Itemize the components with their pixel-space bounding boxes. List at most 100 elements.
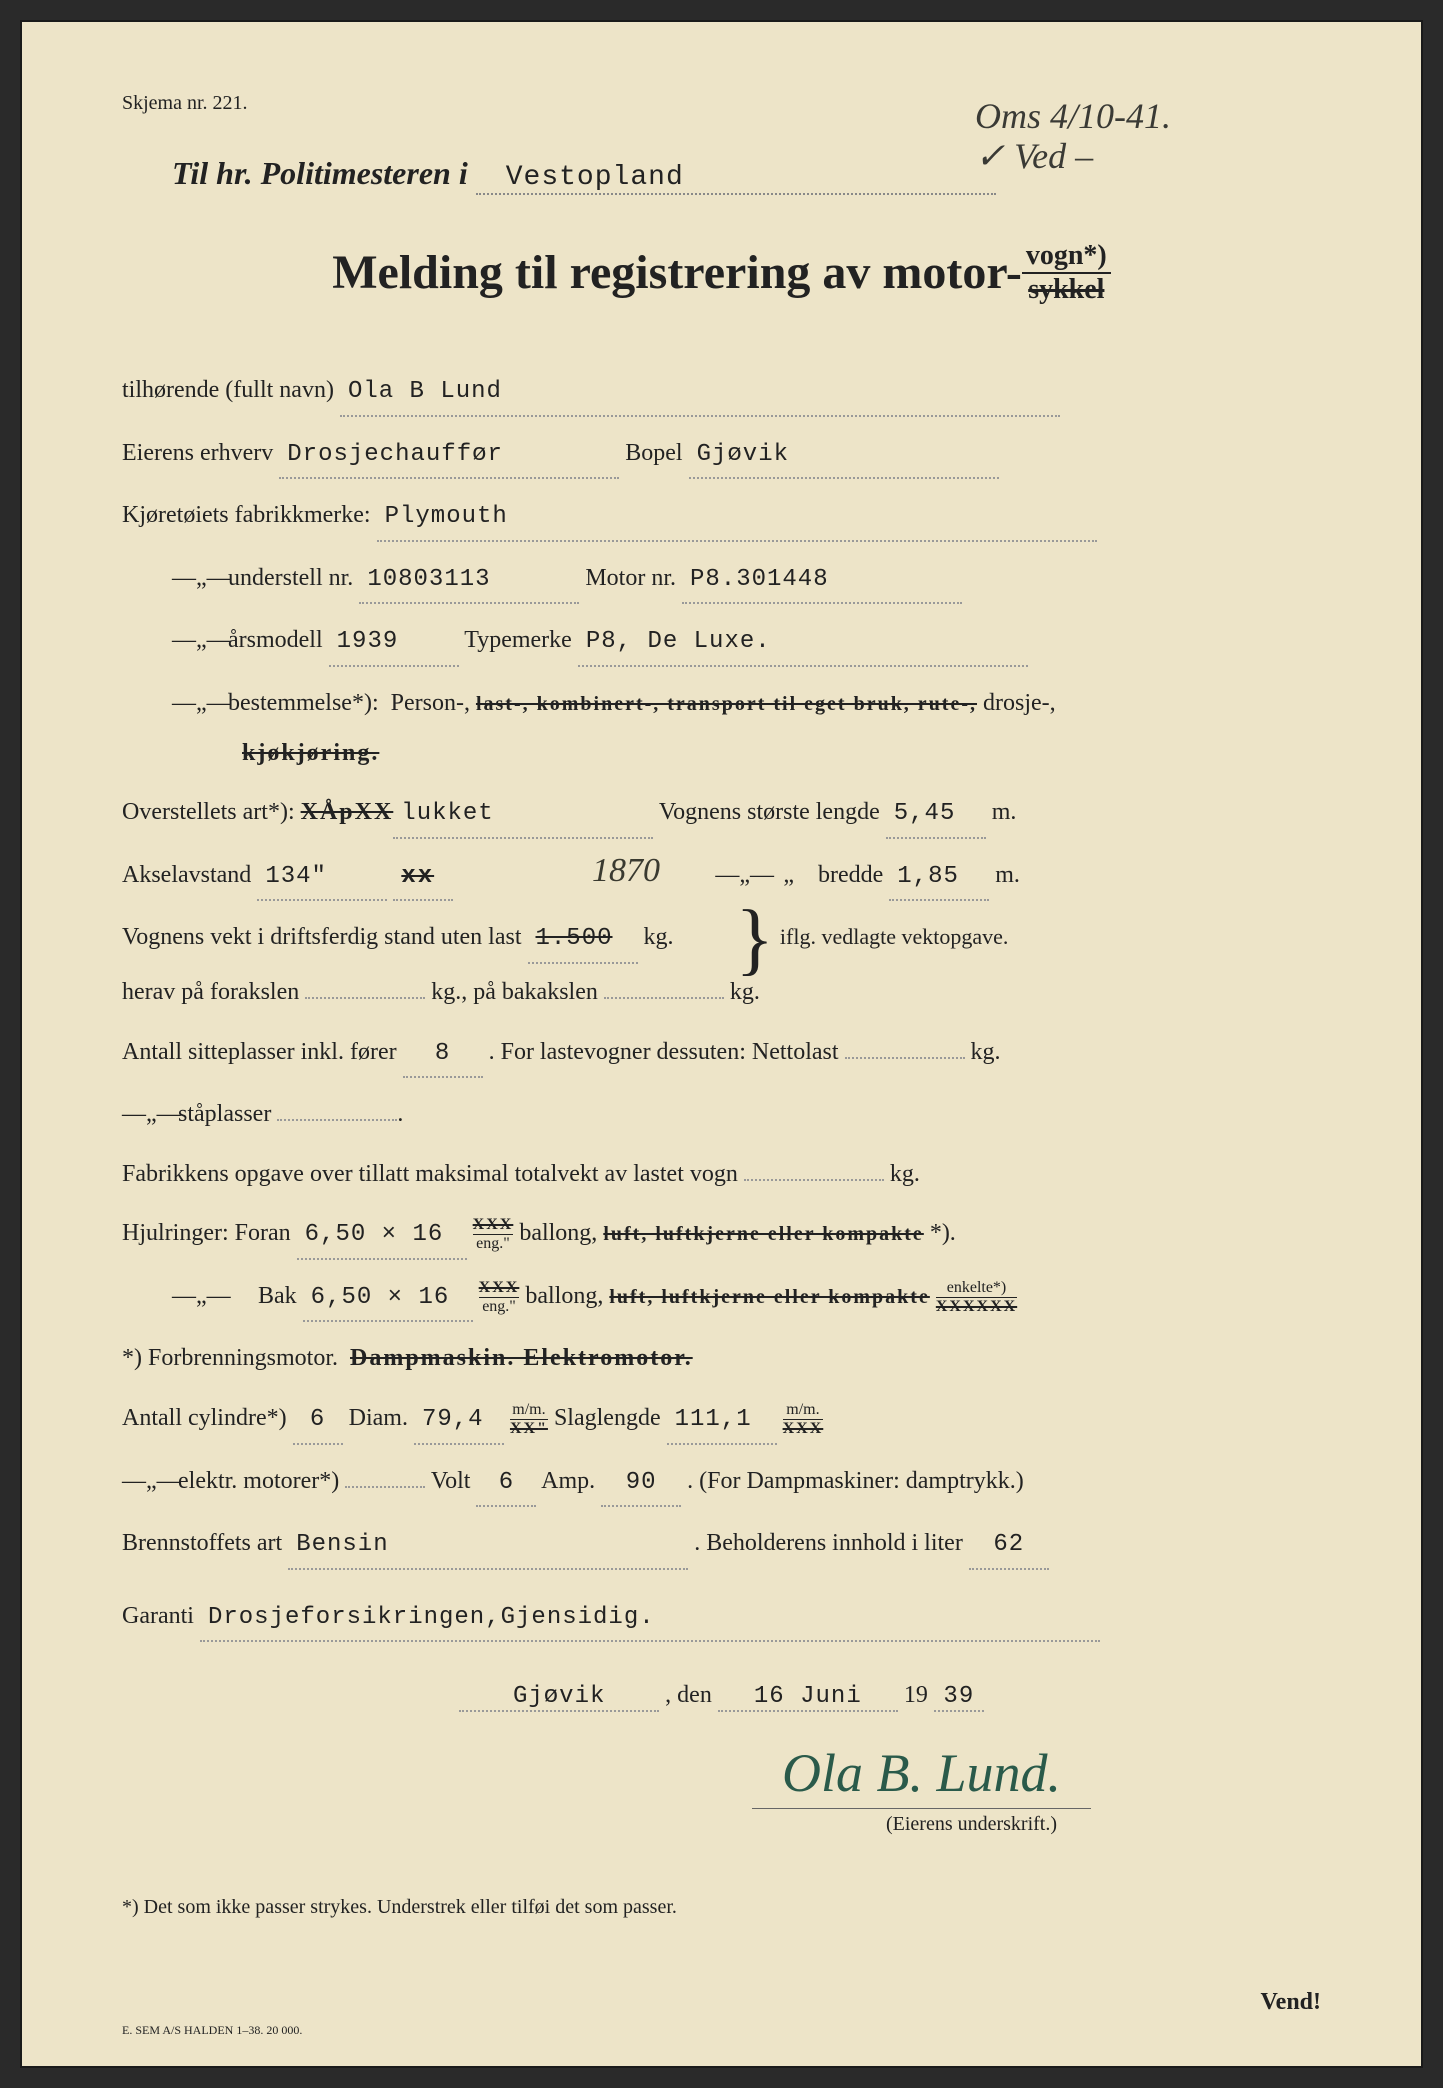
signature-caption: (Eierens underskrift.)	[622, 1813, 1321, 1836]
vend-label: Vend!	[1261, 1989, 1321, 2016]
elec-rest: . (For Dampmaskiner: damptrykk.)	[687, 1468, 1024, 1494]
footnote: *) Det som ikke passer strykes. Understr…	[122, 1896, 1321, 1919]
ditto-mark: —„—	[122, 1459, 172, 1505]
stroke-label: Slaglengde	[554, 1405, 661, 1431]
length-label: Vognens største lengde	[659, 799, 880, 825]
seats-label: Antall sitteplasser inkl. fører	[122, 1039, 397, 1065]
typemark-value: P8, De Luxe.	[578, 619, 1028, 667]
tires-strike1: luft, luftkjerne eller kompakte	[603, 1223, 924, 1245]
standing-label: ståplasser	[178, 1101, 271, 1127]
herav-mid: kg., på bakakslen	[431, 979, 598, 1005]
cylinders-line: Antall cylindre*) 6 Diam. 79,4 m/m.XX" S…	[122, 1396, 1321, 1445]
tires-front-value: 6,50 × 16	[297, 1212, 467, 1260]
maxweight-end: kg.	[890, 1161, 920, 1187]
date-day: 16 Juni	[718, 1683, 898, 1712]
owner-value: Ola B Lund	[340, 369, 1060, 417]
tires-back-value: 6,50 × 16	[303, 1275, 473, 1323]
elec-label: elektr. motorer*)	[178, 1468, 339, 1494]
engine-label: *) Forbrenningsmotor.	[122, 1345, 338, 1371]
maxweight-label: Fabrikkens opgave over tillatt maksimal …	[122, 1161, 738, 1187]
diam-label: Diam.	[349, 1405, 408, 1431]
fuel-label: Brennstoffets art	[122, 1530, 282, 1556]
seats-value: 8	[403, 1031, 483, 1079]
purpose-line2: kjøkjøring.	[242, 731, 1321, 777]
fuel-line: Brennstoffets art Bensin . Beholderens i…	[122, 1521, 1321, 1570]
diam-stack: m/m.XX"	[510, 1402, 548, 1437]
residence-value: Gjøvik	[689, 432, 999, 480]
chassis-value: 10803113	[359, 557, 579, 605]
weight-strike: 1.500	[528, 916, 638, 964]
standing-value	[277, 1119, 397, 1121]
purpose-strike2: kjøkjøring.	[242, 740, 379, 766]
volt-label: Volt	[431, 1468, 471, 1494]
length-value: 5,45	[886, 791, 986, 839]
volt-value: 6	[476, 1460, 536, 1508]
ditto-mark: —„—	[172, 1274, 222, 1320]
stroke-stack: m/m.XXX	[783, 1402, 824, 1437]
width-unit: m.	[995, 862, 1020, 888]
body-line: Overstellets art*): XÅpXXlukket Vognens …	[122, 790, 1321, 839]
signature-block: Gjøvik , den 16 Juni 19 39 Ola B. Lund. …	[122, 1682, 1321, 1836]
cyl-value: 6	[293, 1397, 343, 1445]
occupation-label: Eierens erhverv	[122, 440, 273, 466]
tires-back-label: Bak	[258, 1283, 297, 1309]
wheelbase-label: Akselavstand	[122, 862, 251, 888]
ditto-mark: —„—	[715, 853, 765, 899]
brace-icon: }	[736, 919, 774, 959]
tank-label: . Beholderens innhold i liter	[694, 1530, 963, 1556]
maxweight-line: Fabrikkens opgave over tillatt maksimal …	[122, 1152, 1321, 1198]
axle-note: iflg. vedlagte vektopgave.	[780, 924, 1008, 949]
guarantee-line: Garanti Drosjeforsikringen,Gjensidig.	[122, 1594, 1321, 1643]
typemark-label: Typemerke	[464, 627, 572, 653]
year-value: 1939	[329, 619, 459, 667]
make-label: Kjøretøiets fabrikkmerke:	[122, 502, 371, 528]
chassis-line: —„— understell nr. 10803113 Motor nr. P8…	[172, 556, 1321, 605]
ditto-mark: —„—	[122, 1092, 172, 1138]
rear-axle-value	[604, 997, 724, 999]
guarantee-label: Garanti	[122, 1603, 194, 1629]
body-value: lukket	[393, 791, 653, 839]
ditto-mark: —„—	[172, 618, 222, 664]
document-page: Skjema nr. 221. Oms 4/10-41. ✓ Ved – Til…	[20, 20, 1423, 2068]
date-line: Gjøvik , den 16 Juni 19 39	[122, 1682, 1321, 1712]
date-mid: , den	[665, 1682, 712, 1708]
length-unit: m.	[992, 799, 1017, 825]
place-value: Gjøvik	[459, 1683, 659, 1712]
print-mark: E. SEM A/S HALDEN 1–38. 20 000.	[122, 2023, 302, 2038]
wheelbase-strike: xx	[393, 854, 453, 902]
seats-line: Antall sitteplasser inkl. fører 8 . For …	[122, 1030, 1321, 1079]
make-value: Plymouth	[377, 494, 1097, 542]
width-value: 1,85	[889, 854, 989, 902]
year-label: årsmodell	[228, 627, 323, 653]
engine-line: *) Forbrenningsmotor. Dampmaskin. Elektr…	[122, 1336, 1321, 1382]
purpose-label: bestemmelse*):	[228, 690, 379, 716]
seats-rest: . For lastevogner dessuten: Nettolast	[489, 1039, 839, 1065]
seats-end: kg.	[971, 1039, 1001, 1065]
purpose-strike1: last-, kombinert-, transport til eget br…	[476, 693, 977, 715]
document-title: Melding til registrering av motor-vogn*)…	[122, 245, 1321, 308]
purpose-text2: drosje-,	[983, 690, 1056, 716]
ditto-mark: —„—	[172, 681, 222, 727]
recipient-label: Til hr. Politimesteren i	[172, 155, 468, 191]
purpose-line: —„— bestemmelse*): Person-, last-, kombi…	[172, 681, 1321, 727]
body-strike: XÅpXX	[301, 799, 394, 825]
cyl-label: Antall cylindre*)	[122, 1405, 287, 1431]
tires-strike1b: luft, luftkjerne eller kompakte	[609, 1286, 930, 1308]
nettolast-value	[845, 1057, 965, 1059]
electric-line: —„— elektr. motorer*) Volt 6 Amp. 90 . (…	[122, 1459, 1321, 1508]
amp-value: 90	[601, 1460, 681, 1508]
occupation-value: Drosjechauffør	[279, 432, 619, 480]
tires-text1: ballong,	[519, 1220, 597, 1246]
signature: Ola B. Lund.	[752, 1742, 1091, 1809]
recipient-value: Vestopland	[476, 162, 996, 195]
handwritten-date: Oms 4/10-41. ✓ Ved –	[975, 97, 1171, 176]
wheelbase-line: Akselavstand 134" xx —„— „ bredde 1,85 m…	[122, 853, 1321, 902]
amp-label: Amp.	[541, 1468, 595, 1494]
tires-back-line: —„— Bak 6,50 × 16 XXXeng." ballong, luft…	[172, 1274, 1321, 1323]
ditto-mark: —„—	[172, 556, 222, 602]
tires-text1b: ballong,	[525, 1283, 603, 1309]
year-line: —„— årsmodell 1939 Typemerke P8, De Luxe…	[172, 618, 1321, 667]
weight-unit: kg.	[644, 924, 674, 950]
tires-end-stack: enkelte*)XXXXXX	[936, 1280, 1017, 1315]
title-text: Melding til registrering av motor-	[332, 246, 1022, 299]
